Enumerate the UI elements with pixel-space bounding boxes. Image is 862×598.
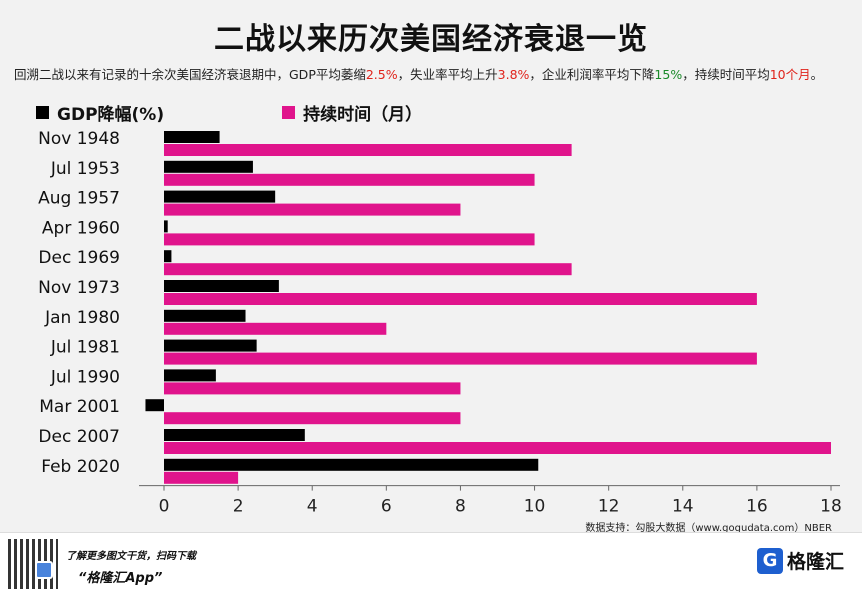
qr-logo-icon (35, 561, 53, 579)
legend-item-duration: 持续时间（月） (282, 100, 422, 125)
subtitle-duration-value: 10个月 (769, 67, 811, 82)
brand-mark-icon: G (756, 547, 783, 574)
x-tick-label: 10 (524, 497, 546, 517)
category-label: Jul 1953 (50, 159, 120, 179)
x-tick-label: 4 (307, 497, 318, 517)
duration-bar (164, 233, 535, 246)
legend-swatch-gdp (36, 106, 49, 119)
subtitle-gdp-value: 2.5% (365, 67, 398, 82)
gdp-bar (164, 429, 305, 441)
brand-logo: G 格隆汇 (756, 547, 844, 574)
data-source: 数据支持：勾股大数据（www.gogudata.com）NBER (585, 523, 832, 534)
gdp-bar (164, 190, 276, 203)
x-tick-label: 6 (381, 497, 392, 517)
category-label: Dec 2007 (38, 427, 120, 447)
qr-code-icon[interactable] (8, 539, 58, 589)
category-label: Jul 1990 (50, 367, 120, 387)
subtitle-text-2: ，失业率平均上升 (397, 67, 498, 82)
category-label: Jul 1981 (50, 338, 120, 358)
duration-bar (164, 293, 757, 305)
duration-bar (164, 352, 757, 365)
duration-bar (164, 173, 535, 186)
x-tick-label: 14 (672, 497, 694, 517)
duration-bar (164, 322, 387, 335)
chart-legend: GDP降幅(%) 持续时间（月） (36, 100, 422, 125)
subtitle-profit-value: 15% (654, 67, 683, 82)
category-label: Dec 1969 (38, 248, 120, 268)
duration-bar (164, 263, 572, 276)
category-label: Jan 1980 (44, 308, 120, 328)
duration-bar (164, 144, 572, 156)
x-tick-label: 8 (455, 497, 466, 517)
subtitle-unemployment-value: 3.8% (497, 67, 530, 82)
chart-subtitle: 回溯二战以来有记录的十余次美国经济衰退期中，GDP平均萎缩2.5%，失业率平均上… (14, 64, 854, 83)
duration-bar (164, 412, 461, 425)
footer-bar: 了解更多图文干货，扫码下载 “格隆汇App” G 格隆汇 (0, 532, 862, 598)
promo-line-2: “格隆汇App” (78, 571, 163, 586)
promo-line-1: 了解更多图文干货，扫码下载 (66, 551, 196, 562)
gdp-bar (145, 399, 164, 412)
duration-bar (164, 382, 461, 395)
duration-bar (164, 471, 239, 484)
legend-swatch-duration (282, 106, 296, 119)
gdp-bar (164, 160, 253, 173)
duration-bar (164, 442, 831, 454)
gdp-bar (164, 309, 246, 322)
legend-label-duration: 持续时间（月） (303, 105, 423, 125)
category-label: Feb 2020 (41, 457, 120, 477)
gdp-bar (164, 458, 539, 471)
x-tick-label: 18 (820, 497, 842, 517)
legend-item-gdp: GDP降幅(%) (36, 100, 164, 125)
gdp-bar (164, 250, 172, 263)
category-label: Mar 2001 (39, 397, 120, 417)
subtitle-text-4: ，持续时间平均 (682, 67, 770, 82)
duration-bar (164, 203, 461, 216)
subtitle-text-3: ，企业利润率平均下降 (529, 67, 655, 82)
category-label: Aug 1957 (38, 189, 120, 209)
bar-chart: Nov 1948 Jul 1953 Aug 1957 Apr 1960 Dec 1969… (38, 129, 842, 517)
x-tick-label: 16 (746, 497, 768, 517)
gdp-bar (164, 369, 216, 382)
gdp-bar (164, 220, 168, 233)
gdp-bar (164, 339, 257, 352)
category-label: Nov 1948 (38, 129, 120, 149)
gdp-bar (164, 280, 279, 292)
gdp-bar (164, 131, 220, 143)
category-label: Apr 1960 (42, 218, 120, 238)
legend-label-gdp: GDP降幅(%) (57, 105, 165, 125)
x-tick-label: 0 (159, 497, 170, 517)
chart-title: 二战以来历次美国经济衰退一览 (214, 22, 648, 57)
brand-name: 格隆汇 (786, 551, 844, 573)
category-label: Nov 1973 (38, 278, 120, 298)
subtitle-text-1: 回溯二战以来有记录的十余次美国经济衰退期中，GDP平均萎缩 (14, 67, 366, 82)
x-tick-label: 2 (233, 497, 244, 517)
x-tick-label: 12 (598, 497, 620, 517)
subtitle-text-5: 。 (810, 67, 824, 82)
